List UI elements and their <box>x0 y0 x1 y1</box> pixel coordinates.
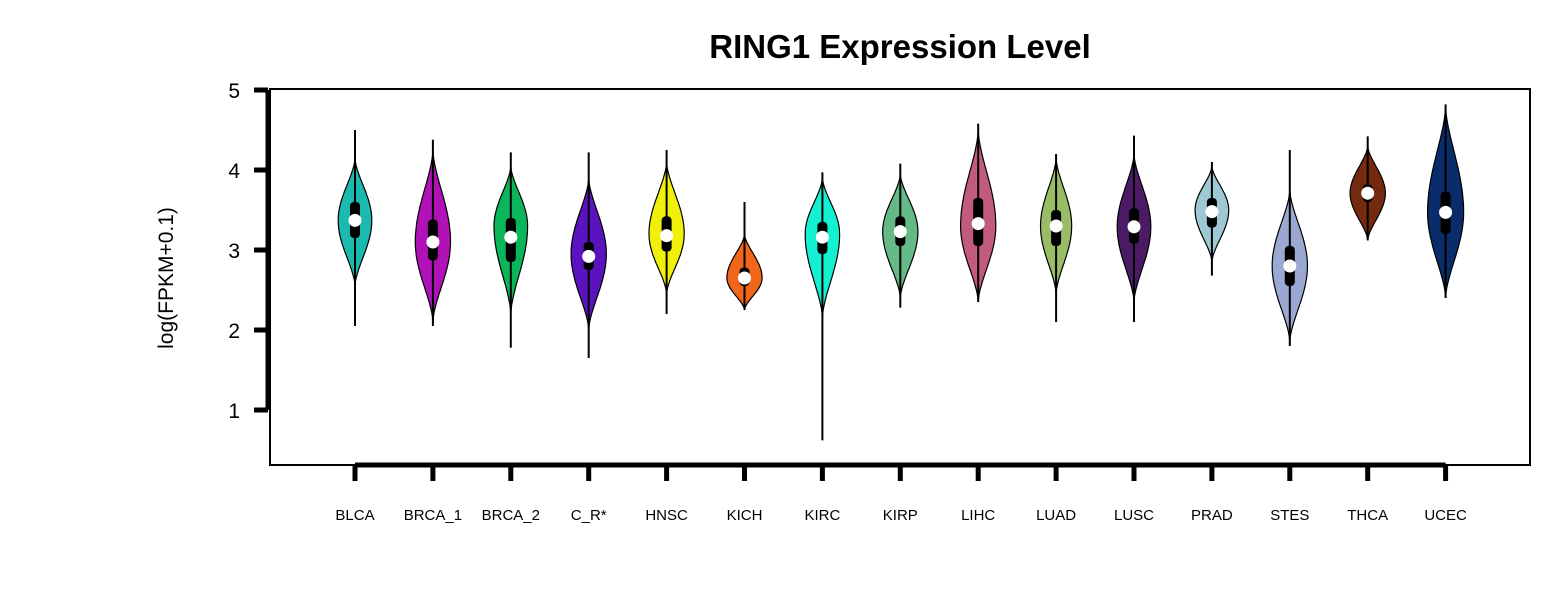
violin-kirp <box>882 163 919 308</box>
violin-kirc <box>804 172 841 441</box>
violin-median-point <box>426 235 440 249</box>
violin-median-point <box>504 230 518 244</box>
violin-lusc <box>1116 135 1152 322</box>
violin-median-point <box>1361 186 1375 200</box>
violin-median-point <box>348 213 362 227</box>
x-tick-label: KIRP <box>883 507 918 524</box>
violin-ucec <box>1427 104 1465 299</box>
x-tick-label: KICH <box>727 507 763 524</box>
violin-prad <box>1194 162 1230 276</box>
x-tick-label: BRCA_1 <box>404 507 462 524</box>
x-tick-label: THCA <box>1347 507 1388 524</box>
violin-median-point <box>582 249 596 263</box>
violin-luad <box>1039 154 1073 322</box>
x-tick-label: PRAD <box>1191 507 1233 524</box>
x-tick-label: LIHC <box>961 507 995 524</box>
violin-c-r- <box>570 152 607 358</box>
x-tick-label: LUSC <box>1114 507 1154 524</box>
violin-median-point <box>971 217 985 231</box>
violin-median-point <box>1127 220 1141 234</box>
violin-thca <box>1349 136 1386 241</box>
violin-median-point <box>893 225 907 239</box>
violin-hnsc <box>648 150 685 314</box>
x-tick-label: UCEC <box>1424 507 1467 524</box>
violin-stes <box>1271 150 1308 346</box>
x-tick-label: KIRC <box>804 507 840 524</box>
violin-lihc <box>960 123 997 303</box>
y-axis: 1 2 3 4 5 <box>228 80 271 423</box>
chart-title: RING1 Expression Level <box>709 28 1090 65</box>
x-tick-label: LUAD <box>1036 507 1076 524</box>
x-tick-label: BLCA <box>335 507 374 524</box>
x-tick-label: BRCA_2 <box>482 507 540 524</box>
x-tick-label: HNSC <box>645 507 688 524</box>
y-axis-label: log(FPKM+0.1) <box>155 207 178 349</box>
x-tick-label: C_R* <box>571 507 607 524</box>
violin-median-point <box>1049 219 1063 233</box>
violin-median-point <box>815 230 829 244</box>
violin-median-point <box>738 271 751 285</box>
y-tick-label: 5 <box>228 80 240 103</box>
x-axis: BLCA BRCA_1 BRCA_2 C_R* HNSC KICH KIRC KIRP LIHC… <box>335 462 1467 524</box>
violin-median-point <box>1283 259 1297 273</box>
y-tick-label: 4 <box>228 160 240 183</box>
y-tick-label: 3 <box>228 240 240 263</box>
violin-median-point <box>1439 205 1453 219</box>
violin-median-point <box>660 229 674 243</box>
x-tick-label: STES <box>1270 507 1309 524</box>
y-tick-label: 1 <box>228 400 240 423</box>
violin-brca-2 <box>493 152 529 348</box>
violin-median-point <box>1205 205 1219 219</box>
violin-brca-1 <box>414 139 452 326</box>
violins <box>337 104 1465 441</box>
violin-kich <box>726 202 763 311</box>
violin-blca <box>337 130 373 326</box>
y-tick-label: 2 <box>228 320 240 343</box>
